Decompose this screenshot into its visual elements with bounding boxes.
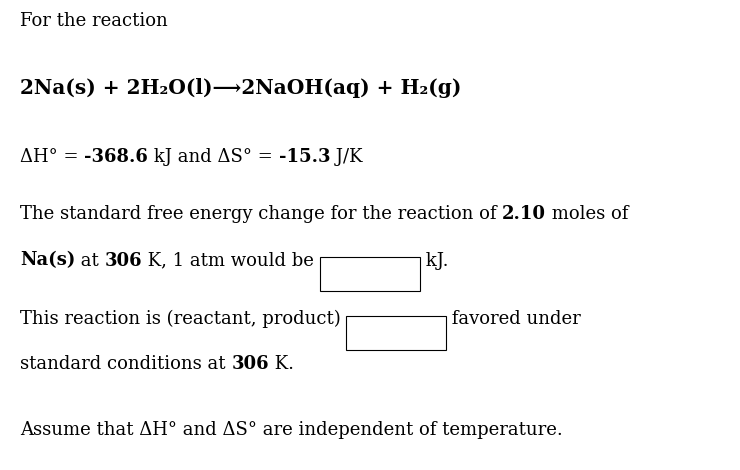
Text: K.: K. xyxy=(269,355,294,373)
Text: moles of: moles of xyxy=(546,204,628,223)
Text: kJ.: kJ. xyxy=(420,251,448,270)
Text: kJ and ΔS° =: kJ and ΔS° = xyxy=(148,148,278,166)
Text: 2Na(s) + 2H₂O(l)⟶2NaOH(aq) + H₂(g): 2Na(s) + 2H₂O(l)⟶2NaOH(aq) + H₂(g) xyxy=(20,78,461,98)
Text: favored under: favored under xyxy=(446,310,581,329)
Text: -15.3: -15.3 xyxy=(278,148,330,166)
Text: Assume that ΔH° and ΔS° are independent of temperature.: Assume that ΔH° and ΔS° are independent … xyxy=(20,421,562,439)
Text: For the reaction: For the reaction xyxy=(20,12,168,30)
Text: ΔH° =: ΔH° = xyxy=(20,148,84,166)
Text: 2.10: 2.10 xyxy=(502,204,546,223)
Text: This reaction is (reactant, product): This reaction is (reactant, product) xyxy=(20,310,346,329)
Text: The standard free energy change for the reaction of: The standard free energy change for the … xyxy=(20,204,502,223)
Text: at: at xyxy=(75,251,105,270)
Text: -368.6: -368.6 xyxy=(84,148,148,166)
Text: K, 1 atm would be: K, 1 atm would be xyxy=(143,251,320,270)
Text: J/K: J/K xyxy=(330,148,363,166)
Text: 306: 306 xyxy=(231,355,269,373)
Text: 306: 306 xyxy=(105,251,143,270)
Text: Na(s): Na(s) xyxy=(20,251,75,270)
Text: standard conditions at: standard conditions at xyxy=(20,355,231,373)
